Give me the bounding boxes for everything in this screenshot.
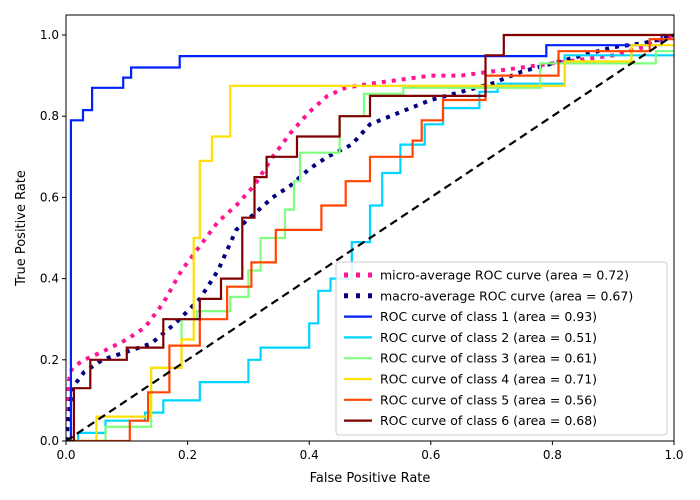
axes: 0.0 0.2 0.4 0.6 0.8 1.0 0.0 0.2 0.4 0.6 0.8 1.0 bbox=[40, 14, 684, 462]
series-line-4 bbox=[66, 54, 674, 441]
x-tick-label: 0.4 bbox=[300, 448, 319, 462]
y-tick-label: 0.4 bbox=[40, 272, 59, 286]
legend-box bbox=[335, 261, 668, 436]
series-line-2 bbox=[66, 33, 674, 441]
x-tick-label: 0.8 bbox=[543, 448, 562, 462]
x-tick-label: 0.0 bbox=[56, 448, 75, 462]
legend-label-4: ROC curve of class 2 (area = 0.51) bbox=[380, 330, 597, 345]
chance-line bbox=[66, 34, 674, 441]
legend-label-3: ROC curve of class 1 (area = 0.93) bbox=[380, 309, 597, 324]
legend-label-2: macro-average ROC curve (area = 0.67) bbox=[380, 288, 633, 303]
series-line-1 bbox=[66, 33, 674, 441]
legend: micro-average ROC curve (area = 0.72) mac… bbox=[335, 261, 668, 436]
y-tick-label: 0.2 bbox=[40, 353, 59, 367]
series-line-3 bbox=[66, 33, 674, 441]
y-tick-label: 0.0 bbox=[40, 434, 59, 448]
legend-label-7: ROC curve of class 5 (area = 0.56) bbox=[380, 392, 597, 407]
y-axis-label: True Positive Rate bbox=[14, 170, 29, 287]
legend-label-5: ROC curve of class 3 (area = 0.61) bbox=[380, 351, 597, 366]
plot-area bbox=[66, 33, 674, 441]
axes-frame bbox=[65, 14, 675, 442]
x-axis-label: False Positive Rate bbox=[310, 471, 431, 486]
series-line-8 bbox=[66, 33, 674, 441]
x-tick-label: 1.0 bbox=[664, 448, 683, 462]
legend-label-1: micro-average ROC curve (area = 0.72) bbox=[380, 268, 629, 283]
y-tick-label: 1.0 bbox=[40, 28, 59, 42]
legend-label-8: ROC curve of class 6 (area = 0.68) bbox=[380, 413, 597, 428]
x-tick-label: 0.6 bbox=[421, 448, 440, 462]
x-tick-label: 0.2 bbox=[178, 448, 197, 462]
y-tick-label: 0.8 bbox=[40, 109, 59, 123]
legend-label-6: ROC curve of class 4 (area = 0.71) bbox=[380, 372, 597, 387]
series-line-6 bbox=[66, 44, 674, 441]
y-tick-label: 0.6 bbox=[40, 190, 59, 204]
